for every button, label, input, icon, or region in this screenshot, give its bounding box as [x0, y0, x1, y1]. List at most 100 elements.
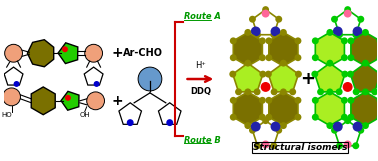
Circle shape — [230, 37, 237, 44]
Circle shape — [262, 141, 270, 148]
Text: +: + — [301, 70, 316, 88]
Circle shape — [333, 26, 343, 36]
Circle shape — [87, 92, 104, 110]
Circle shape — [344, 141, 352, 148]
Polygon shape — [315, 92, 344, 126]
Circle shape — [230, 114, 237, 121]
Circle shape — [262, 10, 270, 18]
Circle shape — [353, 88, 359, 95]
Polygon shape — [31, 87, 55, 115]
Circle shape — [353, 122, 363, 132]
Circle shape — [312, 114, 319, 121]
Text: OH: OH — [79, 112, 90, 118]
Circle shape — [280, 88, 287, 95]
Circle shape — [357, 16, 364, 23]
Circle shape — [353, 26, 363, 36]
Polygon shape — [84, 67, 103, 85]
Circle shape — [229, 71, 236, 78]
Circle shape — [344, 117, 351, 124]
Circle shape — [362, 88, 369, 95]
Circle shape — [244, 63, 251, 70]
Circle shape — [262, 6, 269, 13]
Circle shape — [294, 97, 301, 104]
Circle shape — [312, 97, 319, 104]
Circle shape — [336, 31, 343, 38]
Circle shape — [5, 44, 22, 62]
Circle shape — [331, 127, 338, 134]
Circle shape — [265, 54, 272, 61]
Polygon shape — [233, 63, 263, 92]
Polygon shape — [315, 32, 344, 66]
Circle shape — [254, 142, 261, 149]
Circle shape — [376, 37, 378, 44]
Circle shape — [85, 44, 102, 62]
Circle shape — [271, 122, 280, 132]
Circle shape — [326, 63, 333, 70]
Circle shape — [265, 97, 272, 104]
Circle shape — [275, 127, 282, 134]
Circle shape — [235, 88, 242, 95]
Circle shape — [254, 88, 260, 95]
Circle shape — [249, 16, 256, 23]
Circle shape — [3, 88, 20, 106]
Circle shape — [295, 71, 302, 78]
Polygon shape — [268, 63, 299, 92]
Polygon shape — [269, 92, 298, 126]
Polygon shape — [335, 121, 361, 146]
Circle shape — [294, 114, 301, 121]
Circle shape — [65, 95, 71, 101]
Polygon shape — [58, 43, 78, 64]
Circle shape — [376, 97, 378, 104]
Circle shape — [333, 122, 343, 132]
Polygon shape — [61, 91, 79, 110]
Polygon shape — [233, 32, 262, 66]
Polygon shape — [158, 103, 181, 124]
Circle shape — [280, 63, 287, 70]
Circle shape — [244, 88, 251, 95]
Circle shape — [251, 122, 261, 132]
Circle shape — [312, 54, 319, 61]
Circle shape — [259, 114, 266, 121]
Circle shape — [352, 142, 359, 149]
Circle shape — [294, 37, 301, 44]
Circle shape — [341, 97, 348, 104]
Circle shape — [371, 88, 378, 95]
Circle shape — [166, 119, 173, 126]
Circle shape — [326, 60, 333, 67]
Text: DDQ: DDQ — [190, 87, 211, 96]
Circle shape — [362, 29, 369, 36]
Circle shape — [347, 54, 354, 61]
Circle shape — [336, 88, 342, 95]
Circle shape — [289, 88, 296, 95]
Circle shape — [275, 16, 282, 23]
Circle shape — [230, 97, 237, 104]
Circle shape — [280, 60, 287, 67]
Circle shape — [294, 54, 301, 61]
Polygon shape — [253, 121, 279, 146]
Circle shape — [341, 54, 348, 61]
Circle shape — [271, 88, 277, 95]
Circle shape — [270, 31, 277, 38]
Circle shape — [326, 29, 333, 36]
Polygon shape — [233, 92, 262, 126]
Circle shape — [262, 117, 269, 124]
Circle shape — [326, 88, 333, 95]
Circle shape — [259, 71, 266, 78]
Circle shape — [326, 122, 333, 129]
Circle shape — [265, 37, 272, 44]
Polygon shape — [119, 103, 141, 124]
Circle shape — [357, 127, 364, 134]
Circle shape — [376, 54, 378, 61]
Polygon shape — [269, 32, 298, 66]
Circle shape — [94, 81, 99, 87]
Polygon shape — [350, 63, 378, 92]
Text: HO: HO — [2, 112, 12, 118]
Circle shape — [251, 26, 261, 36]
Circle shape — [311, 71, 318, 78]
Circle shape — [14, 81, 20, 87]
Polygon shape — [351, 92, 378, 126]
Circle shape — [270, 142, 277, 149]
Circle shape — [362, 63, 369, 70]
Circle shape — [259, 37, 266, 44]
Text: H⁺: H⁺ — [195, 61, 206, 70]
